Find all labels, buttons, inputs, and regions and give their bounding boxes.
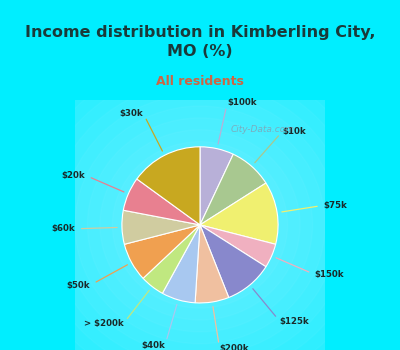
Wedge shape (195, 225, 229, 303)
Text: $125k: $125k (280, 317, 310, 326)
Text: Income distribution in Kimberling City,
MO (%): Income distribution in Kimberling City, … (25, 25, 375, 58)
Text: $150k: $150k (315, 270, 344, 279)
Wedge shape (200, 183, 278, 244)
Text: $100k: $100k (227, 98, 257, 107)
Text: $75k: $75k (324, 201, 348, 210)
Text: $20k: $20k (62, 171, 85, 180)
Wedge shape (123, 179, 200, 225)
Text: $10k: $10k (283, 126, 306, 135)
Wedge shape (137, 147, 200, 225)
Text: > $200k: > $200k (84, 319, 123, 328)
Text: All residents: All residents (156, 75, 244, 88)
Wedge shape (200, 225, 266, 298)
Text: $40k: $40k (141, 341, 165, 350)
Text: $60k: $60k (51, 224, 75, 233)
Wedge shape (200, 225, 276, 267)
Wedge shape (124, 225, 200, 278)
Text: $200k: $200k (220, 344, 249, 350)
Wedge shape (162, 225, 200, 303)
Text: $50k: $50k (67, 281, 90, 290)
Text: $30k: $30k (120, 109, 143, 118)
Wedge shape (122, 210, 200, 244)
Wedge shape (200, 147, 233, 225)
Wedge shape (200, 154, 266, 225)
Wedge shape (143, 225, 200, 293)
Text: City-Data.com: City-Data.com (230, 125, 294, 134)
